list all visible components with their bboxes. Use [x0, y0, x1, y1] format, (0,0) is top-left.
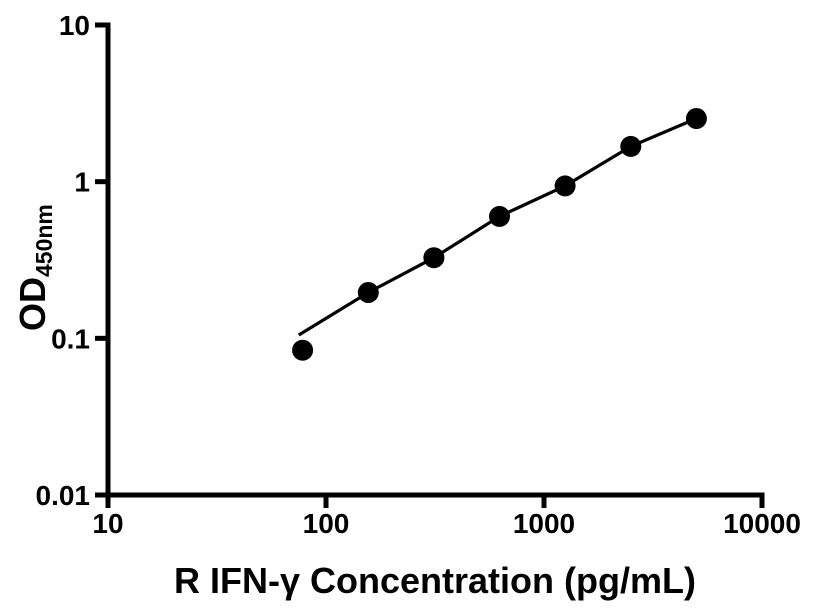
data-point — [423, 247, 445, 269]
data-point — [554, 175, 576, 197]
x-tick-label: 100 — [303, 508, 350, 539]
x-tick-label: 10000 — [723, 508, 801, 539]
y-axis-title: OD450nm — [12, 204, 57, 331]
data-point — [620, 135, 642, 157]
y-axis-title-subscript: 450nm — [31, 204, 57, 277]
y-tick-label: 0.01 — [36, 480, 91, 511]
data-point — [357, 282, 379, 303]
y-axis-title-main: OD — [12, 277, 53, 331]
x-tick-label: 10 — [92, 508, 123, 539]
data-point — [685, 108, 707, 129]
y-tick-label: 10 — [59, 10, 90, 41]
y-tick-label: 1 — [74, 167, 90, 198]
x-tick-label: 1000 — [513, 508, 575, 539]
data-point — [489, 205, 510, 227]
x-axis-title: R IFN-γ Concentration (pg/mL) — [174, 560, 696, 601]
data-point — [292, 339, 314, 361]
y-tick-label: 0.1 — [51, 323, 90, 354]
